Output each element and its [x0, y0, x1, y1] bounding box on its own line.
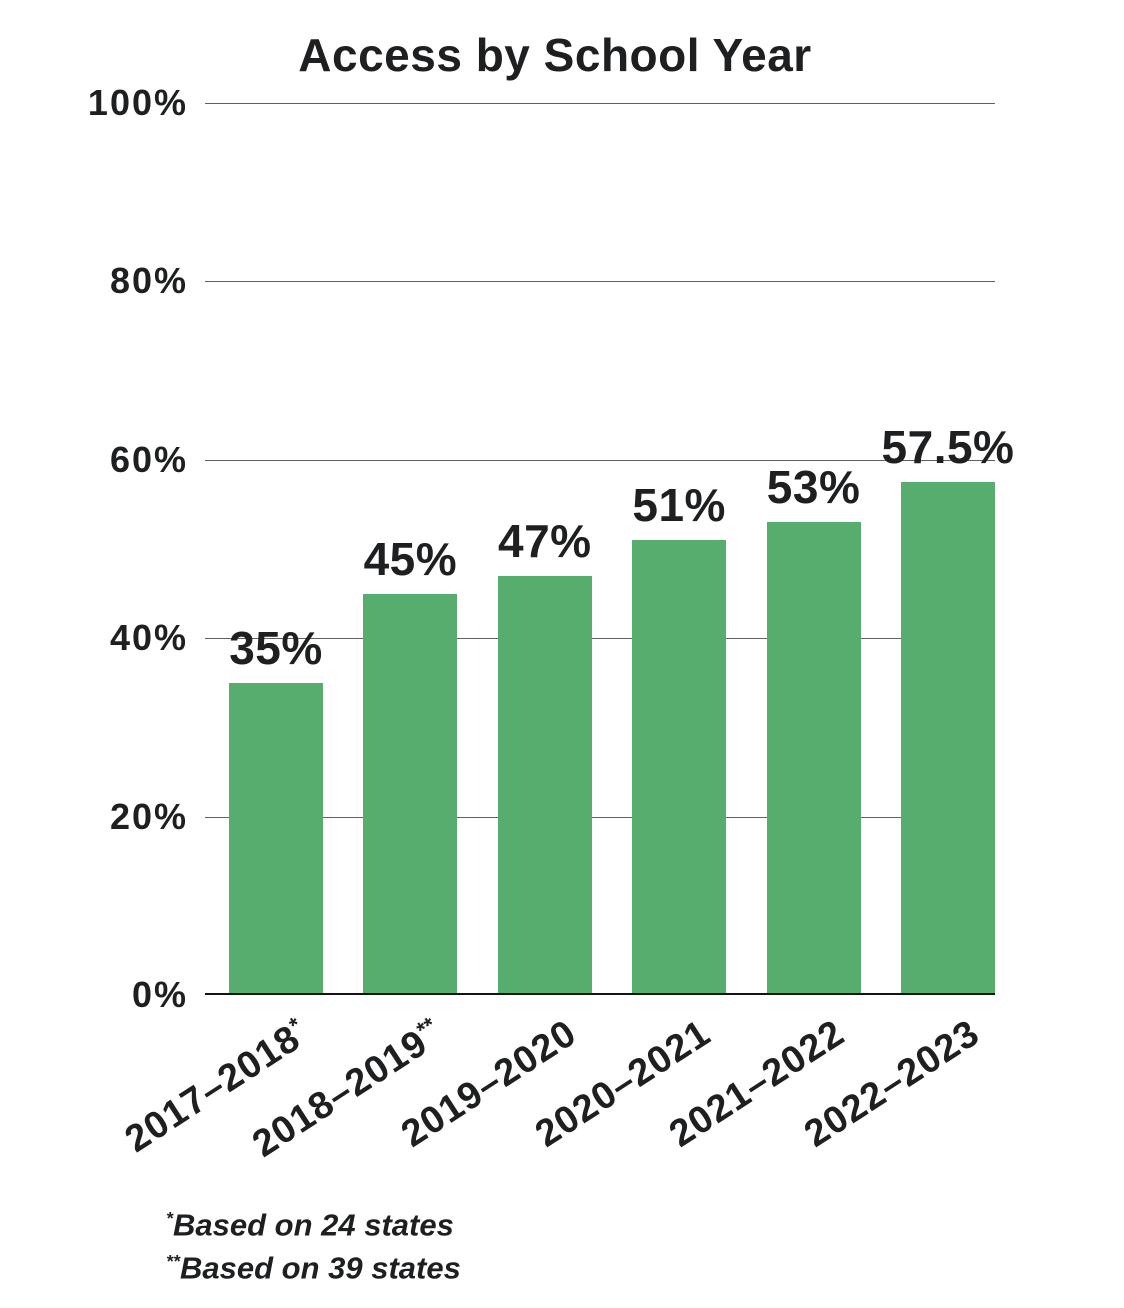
bar-2021–2022: [766, 522, 861, 993]
chart-title: Access by School Year: [298, 29, 812, 81]
footnote-line: *Based on 24 states: [166, 1207, 454, 1243]
y-tick-label-20: 20%: [109, 795, 188, 837]
bar-value-label: 53%: [766, 461, 861, 514]
y-tick-label-80: 80%: [109, 260, 188, 302]
bar-value-label: 35%: [229, 621, 323, 674]
gridline-40: [205, 638, 995, 640]
bar-2018–2019: [363, 593, 458, 993]
y-tick-label-40: 40%: [109, 617, 188, 659]
gridline-20: [205, 816, 995, 818]
gridline-60: [205, 459, 995, 461]
x-axis-line: [205, 993, 995, 995]
gridline-100: [205, 103, 995, 104]
gridline-80: [205, 281, 995, 283]
bar-2022–2023: [901, 482, 995, 993]
footnote-line: **Based on 39 states: [166, 1250, 461, 1286]
y-tick-label-60: 60%: [109, 438, 188, 480]
y-tick-label-100: 100%: [87, 82, 188, 123]
bar-value-label: 51%: [632, 479, 726, 532]
bar-value-label: 45%: [363, 532, 458, 585]
plot-area: 35% 45% 47% 51% 53% 57.5%: [205, 103, 1014, 995]
bar-2017–2018: [229, 682, 323, 993]
bar-value-label: 47%: [498, 514, 592, 567]
footnotes: *Based on 24 states **Based on 39 states: [166, 1200, 461, 1287]
bar-2019–2020: [497, 575, 592, 993]
y-tick-label-0: 0%: [131, 974, 188, 1015]
bar-value-label: 57.5%: [881, 421, 1015, 474]
bar-2020–2021: [632, 540, 727, 993]
